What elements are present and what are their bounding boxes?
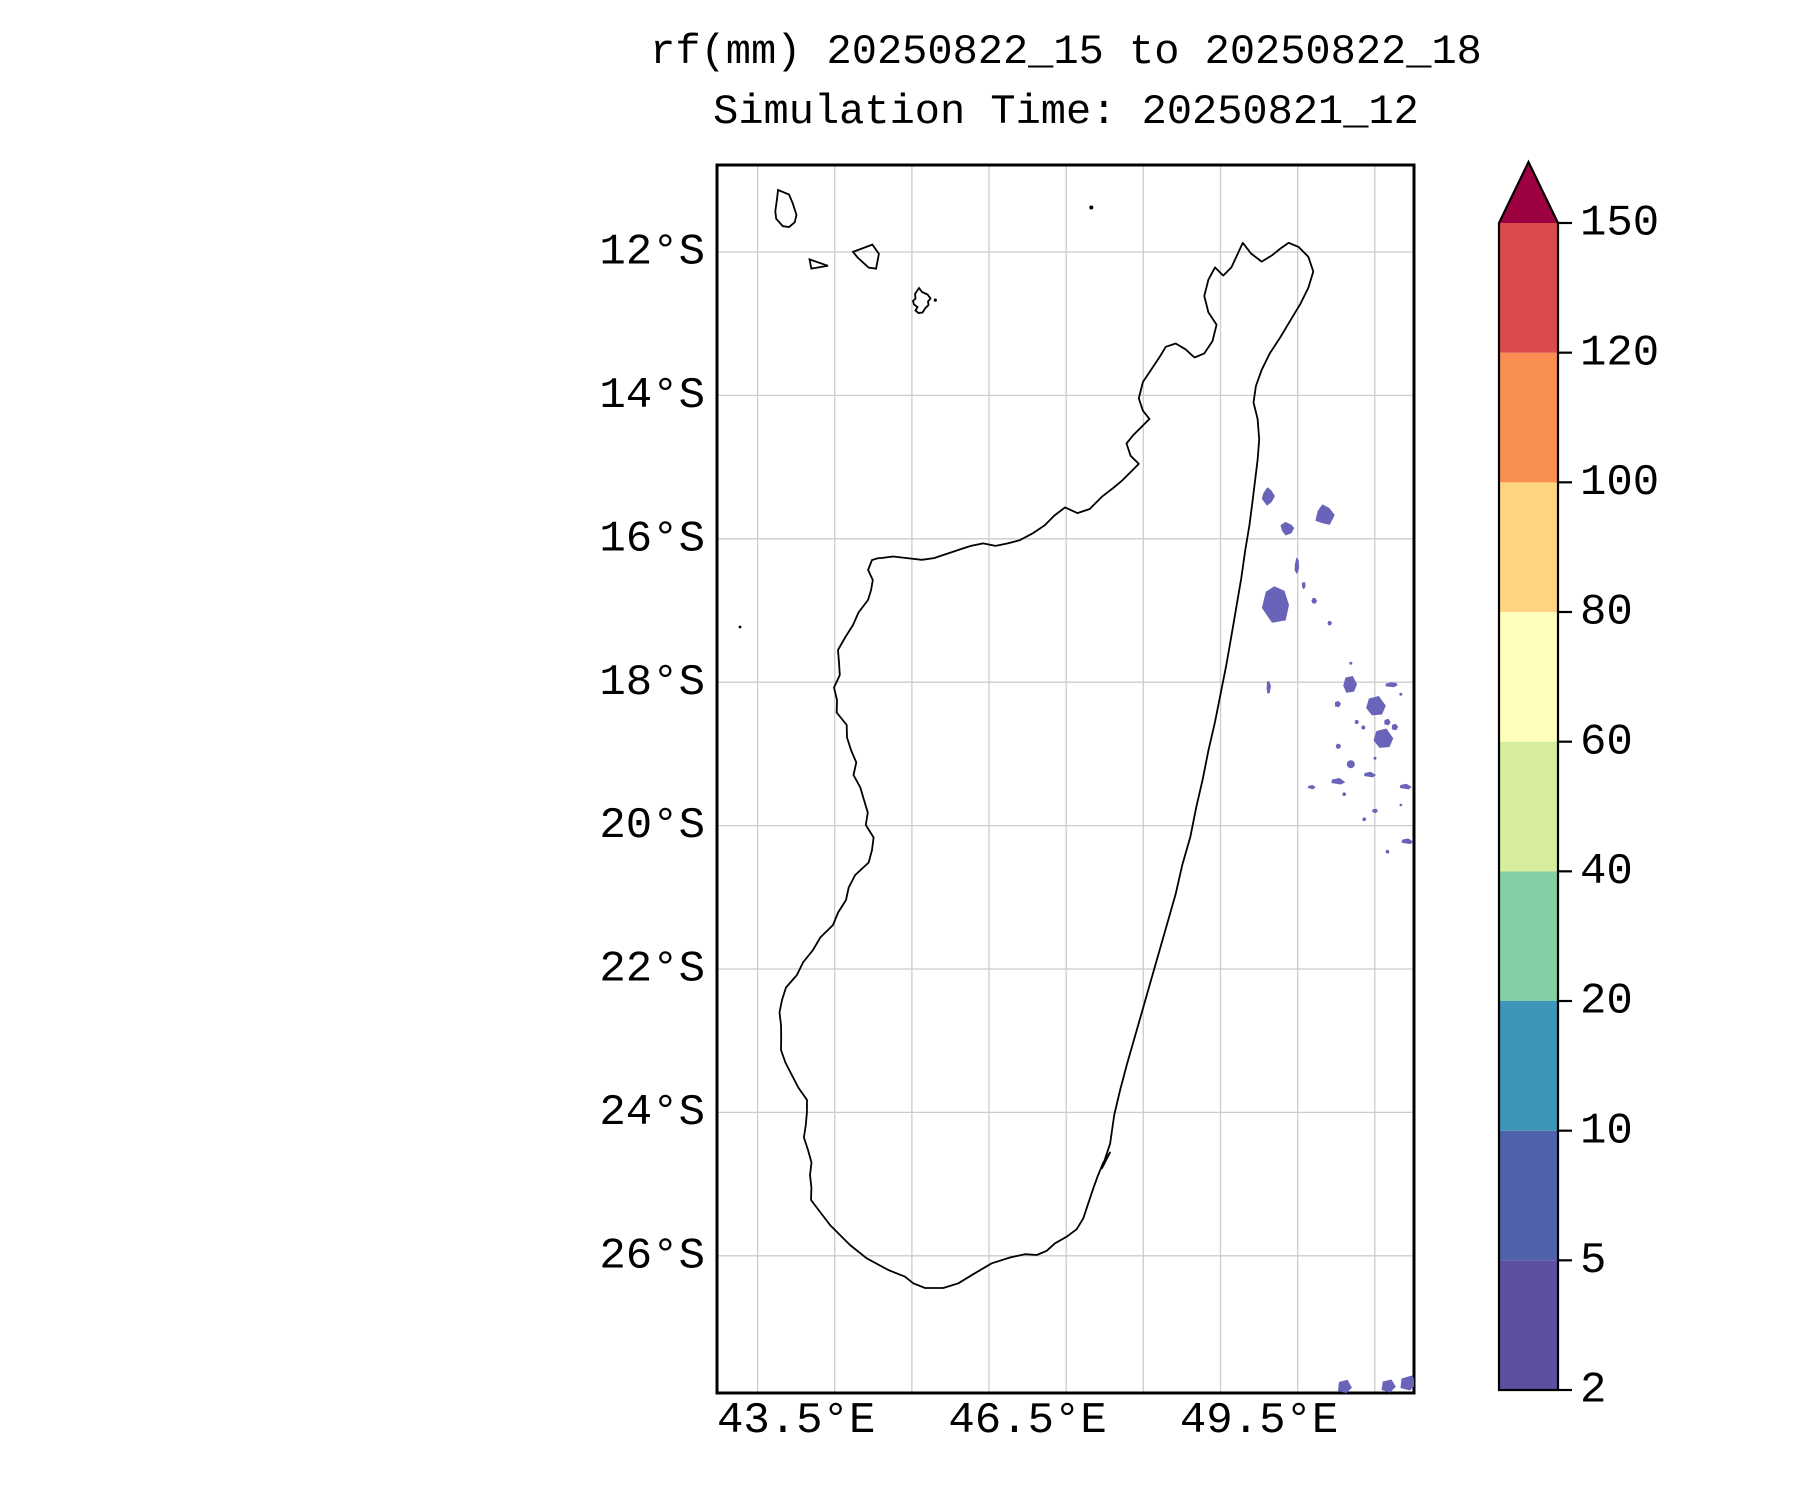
svg-text:80: 80	[1580, 588, 1633, 638]
svg-text:49.5°E: 49.5°E	[1180, 1396, 1338, 1446]
svg-text:2: 2	[1580, 1366, 1606, 1416]
svg-text:12°S: 12°S	[599, 228, 705, 278]
svg-text:43.5°E: 43.5°E	[717, 1396, 875, 1446]
svg-text:10: 10	[1580, 1106, 1633, 1156]
svg-text:24°S: 24°S	[599, 1088, 705, 1138]
svg-text:18°S: 18°S	[599, 658, 705, 708]
svg-text:5: 5	[1580, 1236, 1606, 1286]
svg-text:22°S: 22°S	[599, 945, 705, 995]
svg-text:150: 150	[1580, 199, 1659, 249]
svg-text:20°S: 20°S	[599, 801, 705, 851]
svg-text:14°S: 14°S	[599, 371, 705, 421]
svg-text:100: 100	[1580, 458, 1659, 508]
svg-text:60: 60	[1580, 717, 1633, 767]
svg-text:120: 120	[1580, 328, 1659, 378]
svg-text:26°S: 26°S	[599, 1231, 705, 1281]
svg-text:46.5°E: 46.5°E	[948, 1396, 1106, 1446]
svg-text:16°S: 16°S	[599, 514, 705, 564]
svg-text:40: 40	[1580, 847, 1633, 897]
svg-text:20: 20	[1580, 977, 1633, 1027]
